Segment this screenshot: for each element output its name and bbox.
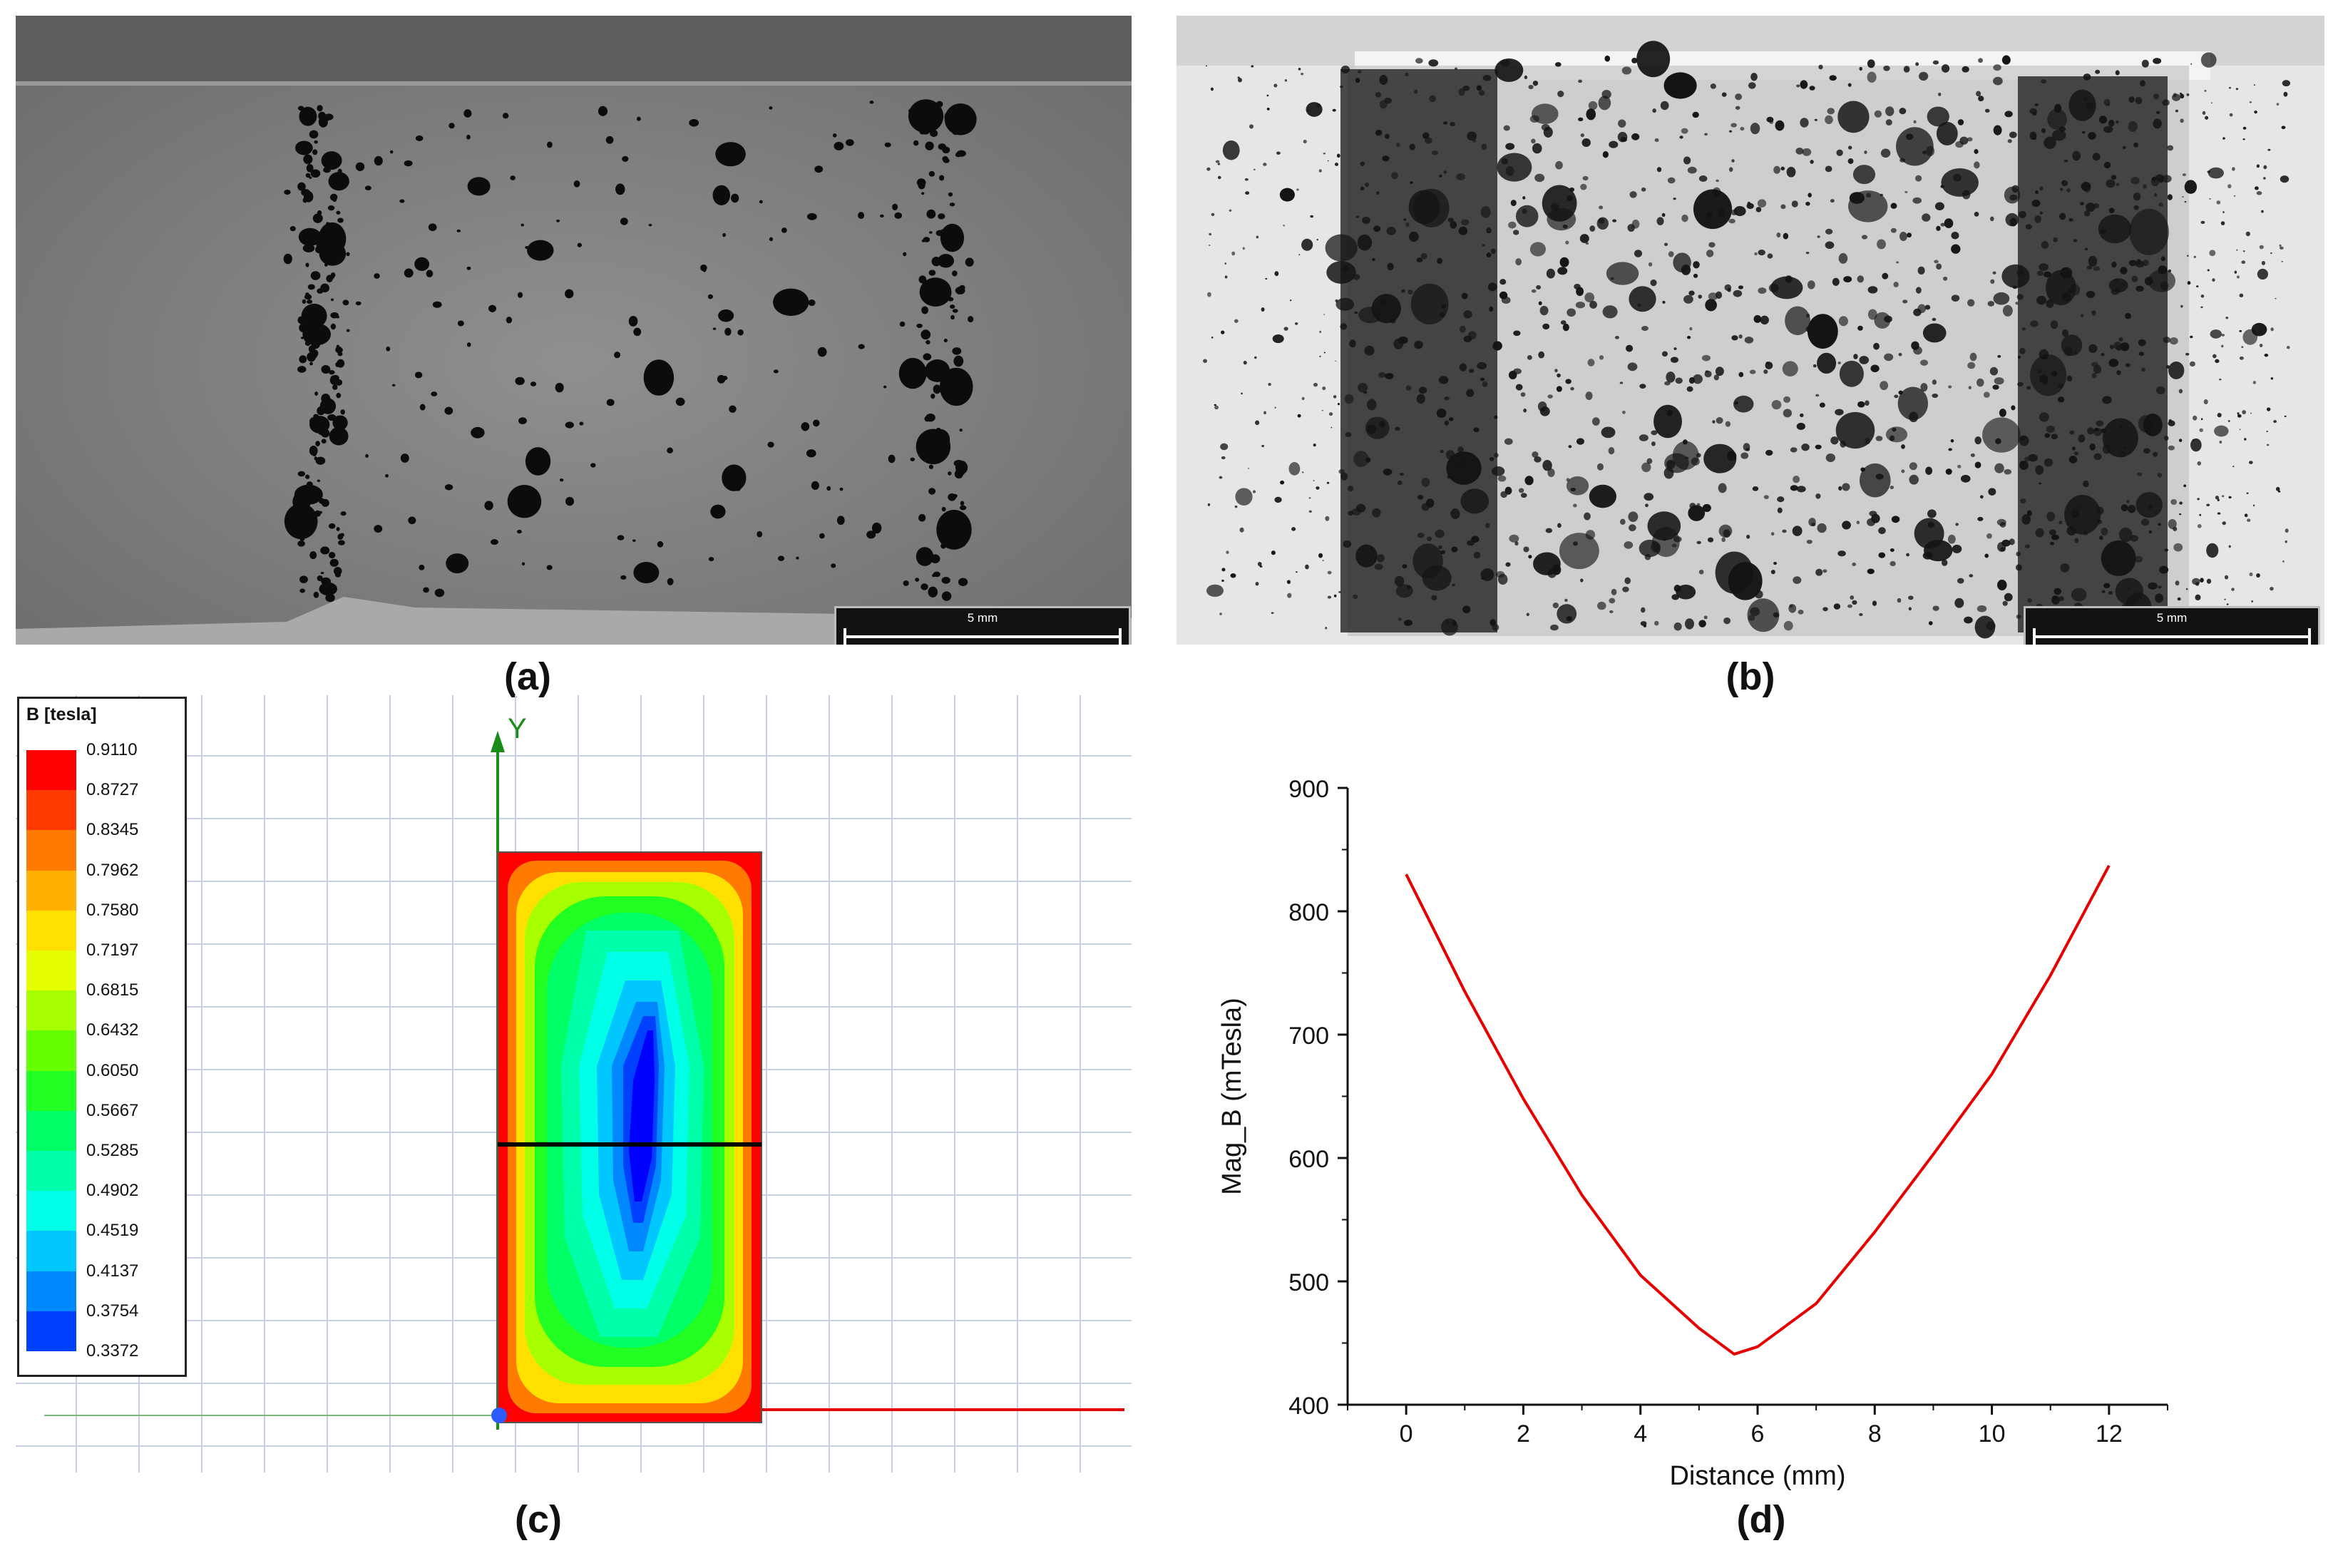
legend-value: 0.8345	[86, 820, 139, 840]
legend-title: B [tesla]	[26, 704, 97, 724]
x-tick-label: 4	[1634, 1420, 1647, 1447]
legend-value: 0.7580	[86, 900, 139, 920]
y-axis-label: Y	[508, 713, 527, 744]
panel-label-d: (d)	[1736, 1498, 1786, 1541]
legend-swatch	[26, 910, 76, 950]
scale-bar-b: 5 mm	[2024, 606, 2320, 645]
micrograph-b: 5 mm	[1176, 16, 2324, 645]
legend-value: 0.8727	[86, 780, 139, 800]
legend-swatch	[26, 750, 76, 791]
legend-swatch	[26, 1311, 76, 1351]
line-chart: Mag_B (mTesla) Distance (mm) 400 500 600 70…	[1184, 749, 2324, 1505]
legend-value: 0.6815	[86, 980, 139, 1000]
legend-value: 0.4902	[86, 1181, 139, 1201]
legend-swatch	[26, 990, 76, 1031]
legend-swatch	[26, 1231, 76, 1271]
y-tick-label: 700	[1288, 1023, 1329, 1050]
x-tick-label: 12	[2096, 1420, 2123, 1447]
legend-swatch	[26, 1030, 76, 1071]
panel-label-a: (a)	[504, 655, 551, 698]
legend-value: 0.3754	[86, 1301, 139, 1321]
micrograph-a-image	[16, 16, 1132, 645]
legend-swatch	[26, 1271, 76, 1311]
legend-value: 0.3372	[86, 1341, 139, 1361]
chart-axes	[1346, 788, 2168, 1406]
legend-value: 0.9110	[86, 740, 138, 759]
x-tick-label: 10	[1979, 1420, 2006, 1447]
y-tick-label: 400	[1288, 1393, 1329, 1420]
chart-y-axis-label: Mag_B (mTesla)	[1217, 998, 1247, 1195]
scale-bar-a-text: 5 mm	[967, 611, 998, 625]
legend-value: 0.6432	[86, 1020, 139, 1040]
panel-label-b: (b)	[1726, 655, 1775, 698]
field-contour-map	[497, 851, 762, 1423]
color-legend: B [tesla] 0.9110 0.8727 0.8345 0.7962 0.7580…	[17, 697, 187, 1377]
legend-value: 0.6050	[86, 1060, 139, 1080]
x-tick-label: 2	[1517, 1420, 1530, 1447]
legend-swatch	[26, 830, 76, 871]
chart-x-axis-label: Distance (mm)	[1669, 1461, 1845, 1491]
y-tick-label: 600	[1288, 1146, 1329, 1173]
legend-value: 0.7197	[86, 941, 139, 960]
legend-value: 0.4137	[86, 1261, 139, 1281]
legend-swatch	[26, 1191, 76, 1231]
field-plot: Y	[16, 695, 1132, 1472]
micrograph-b-image	[1176, 16, 2324, 645]
y-tick-label: 800	[1288, 899, 1329, 926]
x-tick-label: 8	[1868, 1420, 1882, 1447]
micrograph-a: 5 mm	[16, 16, 1132, 645]
series-line	[1405, 865, 2111, 1356]
scale-bar-a: 5 mm	[834, 606, 1131, 645]
legend-value: 0.7962	[86, 860, 139, 880]
legend-swatch	[26, 1070, 76, 1111]
scale-bar-b-text: 5 mm	[2156, 611, 2188, 625]
panel-label-c: (c)	[515, 1498, 562, 1541]
y-tick-label: 900	[1288, 776, 1329, 803]
legend-value: 0.5285	[86, 1141, 139, 1160]
legend-swatch	[26, 950, 76, 991]
y-tick-label: 500	[1288, 1269, 1329, 1296]
legend-value: 0.4519	[86, 1221, 139, 1241]
field-plot-canvas: Y	[16, 695, 1132, 1472]
line-chart-svg: Mag_B (mTesla) Distance (mm) 400 500 600 70…	[1217, 776, 2168, 1491]
x-tick-label: 0	[1400, 1420, 1413, 1447]
x-tick-label: 6	[1751, 1420, 1765, 1447]
legend-value: 0.5667	[86, 1100, 139, 1120]
legend-swatch	[26, 1151, 76, 1192]
legend-swatch	[26, 790, 76, 831]
legend-swatch	[26, 1110, 76, 1151]
legend-swatch	[26, 870, 76, 911]
